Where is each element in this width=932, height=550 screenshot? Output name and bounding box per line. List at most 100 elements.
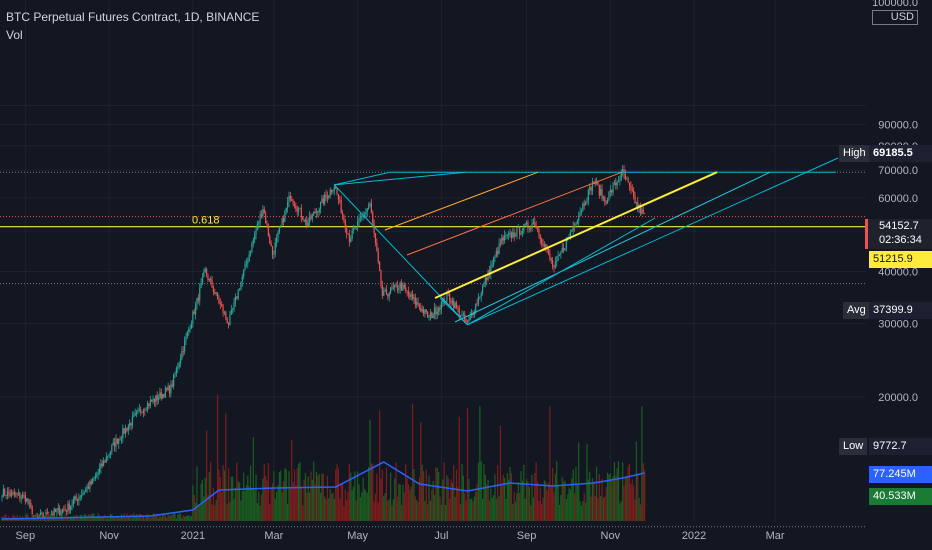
volume-bar <box>520 470 522 521</box>
candle-body <box>256 223 259 231</box>
volume-bar <box>462 475 464 521</box>
volume-bar <box>517 482 519 521</box>
volume-bar <box>491 497 493 521</box>
candle-body <box>547 249 550 254</box>
candle-body <box>34 515 36 516</box>
candle-body <box>377 251 379 263</box>
candle-body <box>200 283 202 288</box>
candle-body <box>407 291 410 295</box>
volume-bar <box>346 499 348 521</box>
candle-body <box>558 254 561 256</box>
candle-body <box>346 228 348 234</box>
volume-bar <box>630 483 632 521</box>
candle-body <box>226 318 228 324</box>
volume-bar <box>569 489 572 521</box>
volume-bar <box>254 490 256 521</box>
pitchfork-base-line <box>439 297 468 326</box>
candle-body <box>520 233 522 235</box>
candle-body <box>111 445 113 452</box>
candle-body <box>148 403 150 406</box>
volume-bar <box>304 473 307 521</box>
volume-bar <box>420 422 422 521</box>
candle-body <box>499 243 502 244</box>
candle-body <box>170 384 172 394</box>
volume-bar <box>384 493 386 521</box>
volume-bar <box>221 492 223 521</box>
volume-bar <box>240 500 242 521</box>
volume-bar <box>597 497 599 521</box>
candle-body <box>260 214 263 217</box>
volume-bar <box>20 517 22 521</box>
candle-body <box>545 244 547 250</box>
candle-body <box>554 261 556 268</box>
candle-body <box>616 181 618 186</box>
volume-bar <box>157 518 160 521</box>
volume-bar <box>178 513 180 521</box>
volume-bar <box>591 478 594 521</box>
volume-bar <box>495 498 497 521</box>
candle-body <box>389 287 392 294</box>
volume-bar <box>409 489 411 521</box>
volume-bar <box>586 443 588 521</box>
candle-body <box>164 388 167 398</box>
volume-bar <box>543 480 545 521</box>
candle-body <box>295 205 297 209</box>
candle-body <box>403 284 405 288</box>
candle-body <box>579 212 581 216</box>
volume-bar <box>244 491 246 521</box>
candle-body <box>32 515 35 517</box>
candle-body <box>630 185 632 190</box>
candle-body <box>211 280 213 288</box>
volume-bar <box>361 492 363 521</box>
volume-bar <box>201 479 204 521</box>
volume-indicator-label[interactable]: Vol <box>6 28 23 42</box>
volume-bar <box>35 513 37 521</box>
candle-body <box>454 303 456 309</box>
volume-bar <box>288 471 290 521</box>
candle-body <box>531 223 533 229</box>
volume-bar <box>101 516 103 521</box>
volume-bar <box>633 485 635 521</box>
candle-body <box>292 200 294 204</box>
candle-body <box>348 234 351 243</box>
volume-bar <box>306 492 308 521</box>
volume-bar <box>546 490 548 521</box>
candle-body <box>483 283 485 287</box>
candle-body <box>366 208 368 212</box>
symbol-title[interactable]: BTC Perpetual Futures Contract, 1D, BINA… <box>6 10 260 24</box>
volume-bar <box>525 479 528 521</box>
candle-body <box>67 503 69 512</box>
candle-body <box>572 226 574 231</box>
volume-bar <box>469 499 471 521</box>
candle-body <box>266 223 268 226</box>
candle-body <box>523 224 525 232</box>
pitchfork-top-edge <box>334 171 391 186</box>
candle-body <box>144 409 146 411</box>
candle-body <box>287 202 289 208</box>
volume-bar <box>606 472 609 521</box>
candle-body <box>391 287 393 289</box>
volume-bar <box>376 473 378 521</box>
candle-body <box>140 409 142 413</box>
axis-top-label: 100000.0 <box>872 0 918 9</box>
candle-body <box>473 312 475 315</box>
currency-badge[interactable]: 100000.0 USD <box>872 0 918 25</box>
volume-bar <box>464 492 466 521</box>
candle-body <box>384 289 386 291</box>
volume-bar <box>499 425 502 521</box>
candle-body <box>421 309 423 312</box>
volume-bar <box>249 465 252 521</box>
candle-body <box>6 491 9 497</box>
candle-body <box>424 309 426 314</box>
y-tick-label: 90000.0 <box>878 120 918 132</box>
volume-bar <box>425 469 427 521</box>
candle-body <box>281 218 283 226</box>
candle-body <box>550 258 552 261</box>
candle-body <box>71 504 73 506</box>
candle-body <box>622 169 624 172</box>
candle-body <box>620 171 622 180</box>
candle-body <box>234 296 237 302</box>
volume-bar <box>182 515 184 521</box>
candle-body <box>644 213 646 214</box>
